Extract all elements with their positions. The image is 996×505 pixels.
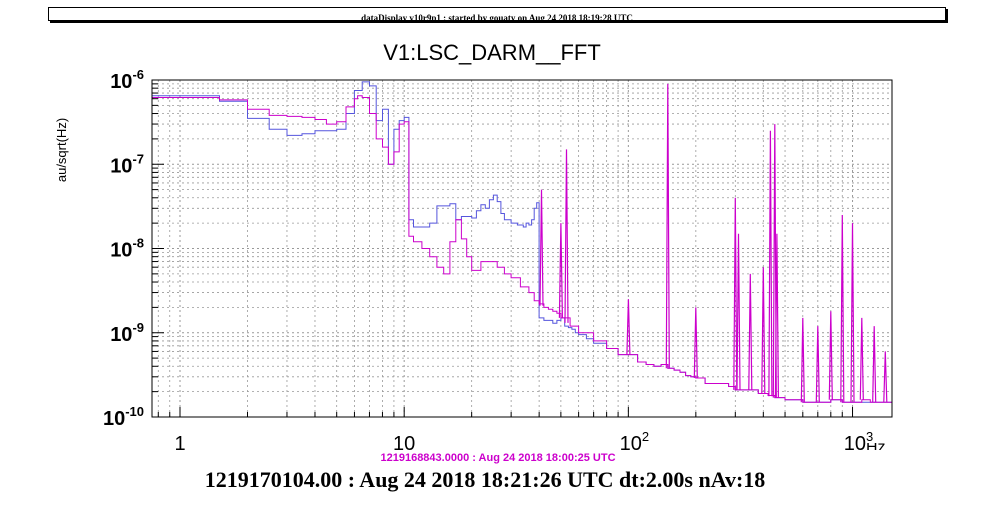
chart-title: V1:LSC_DARM__FFT	[383, 40, 601, 65]
peak-spike	[872, 326, 877, 403]
peak-spike	[748, 273, 753, 390]
peak-spike	[558, 223, 563, 318]
peak-spike	[539, 189, 544, 306]
y-tick-base: 10	[110, 155, 132, 177]
y-tick-base: 10	[110, 324, 132, 346]
peak-spike	[564, 149, 569, 323]
x-tick-base: 10	[844, 433, 866, 455]
peak-spike	[850, 223, 855, 403]
x-tick-exponent: 2	[642, 429, 649, 444]
y-tick-label: 10-9	[110, 320, 144, 346]
y-tick-exponent: -8	[132, 236, 144, 251]
x-tick-base: 10	[620, 433, 642, 455]
y-tick-exponent: -6	[132, 67, 144, 82]
series-line-2	[152, 95, 893, 403]
y-tick-exponent: -10	[125, 404, 144, 419]
y-tick-exponent: -7	[132, 151, 144, 166]
y-tick-label: 10-7	[110, 151, 144, 177]
y-tick-base: 10	[110, 240, 132, 262]
x-tick-exponent: 3	[866, 429, 873, 444]
peak-layer	[539, 83, 888, 403]
grid	[152, 80, 892, 418]
peak-spike	[859, 317, 864, 400]
reference-time: 1219168843.0000 : Aug 24 2018 18:00:25 U…	[380, 452, 616, 464]
peak-spike	[815, 326, 820, 403]
series-line-1	[152, 81, 892, 403]
peak-spike	[665, 83, 670, 369]
peak-spike	[736, 233, 741, 390]
y-tick-base: 10	[103, 408, 125, 430]
peak-spike	[883, 351, 888, 403]
x-tick-label: 102	[620, 429, 649, 455]
peak-spike	[774, 233, 779, 398]
x-axis-label: Hz	[866, 439, 886, 456]
x-tick-label: 1	[174, 433, 185, 455]
y-tick-label: 10-6	[110, 67, 144, 93]
series-layer	[152, 81, 893, 403]
plot-frame	[151, 79, 893, 418]
y-axis-label: au/sqrt(Hz)	[54, 118, 69, 182]
peak-spike	[828, 311, 833, 400]
peak-spike	[693, 307, 698, 379]
header-text: dataDisplay v10r9p1 : started by gouaty …	[361, 13, 633, 23]
x-tick-label: 10	[393, 433, 415, 455]
peak-spike	[768, 130, 773, 397]
footer-status: 1219170104.00 : Aug 24 2018 18:21:26 UTC…	[204, 467, 766, 492]
peak-spike	[761, 267, 766, 394]
peak-spike	[800, 317, 805, 403]
x-tick-label: 103	[844, 429, 873, 455]
peak-spike	[733, 197, 738, 390]
y-tick-base: 10	[110, 71, 132, 93]
y-tick-exponent: -9	[132, 320, 144, 335]
y-tick-label: 10-8	[110, 236, 144, 262]
peak-spike	[840, 214, 845, 403]
y-tick-label: 10-10	[103, 404, 144, 430]
header-banner: dataDisplay v10r9p1 : started by gouaty …	[48, 7, 946, 23]
peak-spike	[626, 299, 631, 355]
